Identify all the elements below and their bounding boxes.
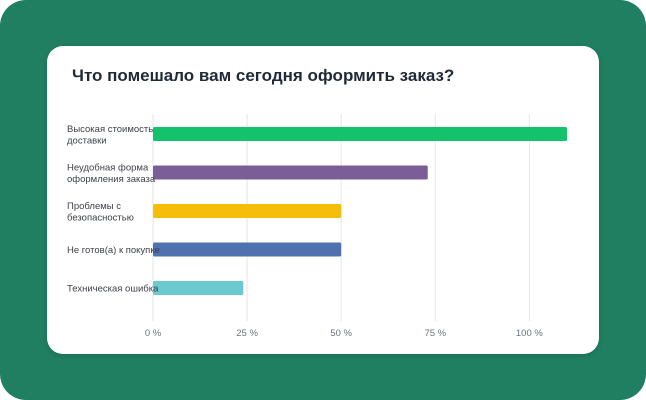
category-label-3: Не готов(а) к покупке — [67, 245, 160, 256]
x-tick-label-25: 25 % — [236, 328, 258, 339]
bar-3 — [153, 242, 342, 257]
chart-title: Что помешало вам сегодня оформить заказ? — [72, 66, 455, 85]
x-tick-label-50: 50 % — [330, 328, 352, 339]
bar-0 — [153, 127, 567, 141]
bar-4 — [153, 281, 244, 295]
category-label-2: Проблемы с безопасностью — [67, 201, 134, 224]
bar-2 — [153, 204, 342, 218]
bar-chart: 0 % 25 % 50 % 75 % 100 % Высокая стоимость дос… — [67, 114, 567, 339]
bar-1 — [153, 165, 428, 180]
x-tick-label-100: 100 % — [516, 328, 543, 339]
x-tick-label-0: 0 % — [145, 328, 162, 339]
x-tick-label-75: 75 % — [424, 328, 446, 339]
chart-card: Что помешало вам сегодня оформить заказ?… — [47, 46, 599, 354]
category-label-0: Высокая стоимость доставки — [67, 124, 153, 147]
category-label-1: Неудобная форма оформления заказа — [67, 162, 156, 185]
category-label-4: Техническая ошибка — [67, 284, 159, 295]
